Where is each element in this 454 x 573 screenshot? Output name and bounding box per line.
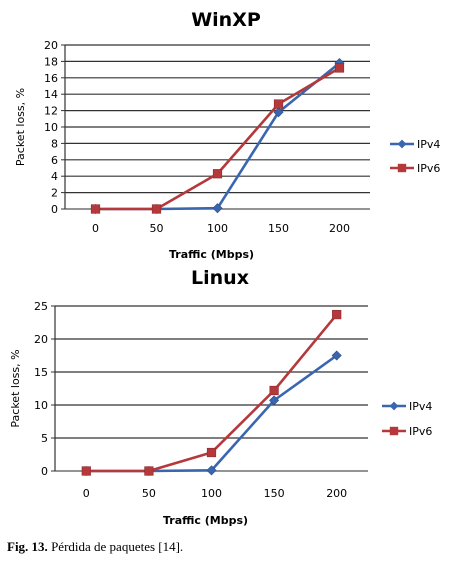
x-tick-label: 150 (268, 222, 289, 235)
series-ipv6-line (86, 313, 338, 473)
series-ipv4-point (206, 465, 217, 476)
chart-title: Linux (191, 267, 249, 289)
chart-linux: Linux 0 5 10 15 20 25 0 50 100 150 200 Traffic (Mbps… (9, 267, 432, 527)
legend-marker (397, 163, 407, 173)
y-axis-label: Packet loss, % (9, 349, 22, 427)
legend-label: IPv4 (409, 400, 432, 413)
legend-marker (389, 426, 399, 436)
y-tick-label: 8 (51, 137, 58, 150)
chart-title: WinXP (191, 9, 261, 31)
y-tick-label: 6 (51, 154, 58, 167)
x-tick-label: 200 (329, 222, 350, 235)
y-tick-label: 0 (51, 203, 58, 216)
legend-item-ipv4: IPv4 (382, 400, 432, 413)
y-axis-label: Packet loss, % (14, 88, 27, 166)
y-tick-label: 18 (44, 55, 58, 68)
x-tick-label: 0 (83, 487, 90, 500)
series-ipv4-point (331, 350, 342, 361)
legend-label: IPv4 (417, 138, 440, 151)
series-ipv6-point (81, 466, 91, 476)
series-ipv6-point (334, 63, 345, 73)
caption-label: Fig. 13. (7, 539, 48, 554)
legend-item-ipv6: IPv6 (382, 425, 432, 438)
y-tick-label: 12 (44, 105, 58, 118)
series-ipv6-point (332, 309, 342, 320)
x-axis-label: Traffic (Mbps) (169, 248, 254, 261)
legend-marker (389, 401, 399, 411)
legend-marker (397, 139, 407, 149)
series-ipv6-point (206, 447, 217, 458)
series-ipv6-point (212, 169, 223, 179)
series-ipv4-point (269, 395, 280, 406)
legend-label: IPv6 (409, 425, 432, 438)
x-tick-label: 100 (201, 487, 222, 500)
x-tick-label: 100 (207, 222, 228, 235)
y-tick-label: 10 (44, 121, 58, 134)
x-axis-label: Traffic (Mbps) (163, 514, 248, 527)
caption-text: Pérdida de paquetes [14]. (47, 539, 184, 554)
y-tick-label: 2 (51, 187, 58, 200)
y-tick-label: 4 (51, 170, 58, 183)
figure-caption: Fig. 13. Pérdida de paquetes [14]. (7, 539, 183, 555)
series-ipv4-point (273, 107, 284, 118)
legend-label: IPv6 (417, 162, 440, 175)
legend-item-ipv4: IPv4 (390, 138, 440, 151)
legend-item-ipv6: IPv6 (390, 162, 440, 175)
x-tick-label: 50 (142, 487, 156, 500)
y-tick-label: 20 (44, 39, 58, 52)
series-ipv4-line (95, 62, 341, 211)
series-ipv4-point (212, 203, 223, 214)
y-tick-label: 5 (41, 432, 48, 445)
y-tick-label: 15 (34, 366, 48, 379)
x-tick-label: 200 (326, 487, 347, 500)
series-ipv6-point (144, 466, 154, 476)
y-tick-label: 14 (44, 88, 58, 101)
y-tick-label: 20 (34, 333, 48, 346)
y-tick-label: 10 (34, 399, 48, 412)
series-ipv6-line (95, 66, 341, 211)
x-tick-label: 0 (92, 222, 99, 235)
x-tick-label: 50 (150, 222, 164, 235)
y-tick-label: 16 (44, 72, 58, 85)
series-ipv6-point (269, 385, 279, 396)
series-ipv6-point (273, 99, 284, 109)
series-ipv6-point (90, 204, 101, 214)
y-tick-label: 0 (41, 465, 48, 478)
x-tick-label: 150 (264, 487, 285, 500)
series-ipv6-point (151, 204, 162, 214)
y-tick-label: 25 (34, 300, 48, 313)
